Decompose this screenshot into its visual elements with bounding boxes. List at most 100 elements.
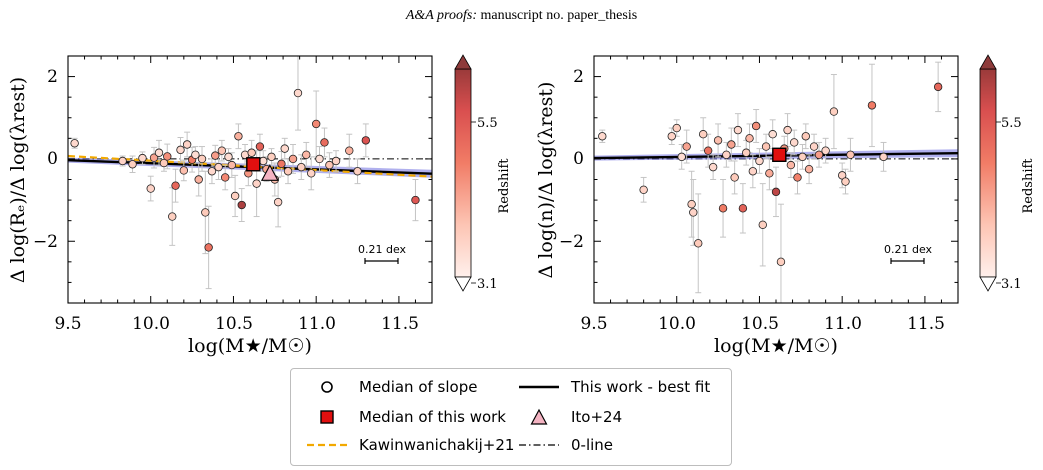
data-point bbox=[722, 150, 731, 159]
data-point bbox=[829, 107, 839, 116]
data-point bbox=[204, 243, 213, 252]
data-point bbox=[277, 159, 286, 169]
data-point bbox=[689, 208, 698, 217]
data-point bbox=[163, 152, 172, 161]
data-point bbox=[798, 152, 807, 162]
x-axis-label: log(M★/M☉) bbox=[714, 335, 838, 357]
median-work-marker bbox=[772, 147, 787, 163]
data-point bbox=[273, 197, 283, 207]
data-point bbox=[801, 132, 810, 141]
data-point bbox=[758, 220, 767, 229]
data-point bbox=[933, 82, 943, 92]
xtick-label: 11.0 bbox=[824, 314, 862, 334]
colorbar-tick-label: 3.1 bbox=[477, 277, 498, 292]
data-point bbox=[846, 150, 855, 159]
data-point bbox=[672, 123, 681, 133]
data-point bbox=[771, 187, 781, 197]
data-point bbox=[814, 150, 824, 159]
data-point bbox=[755, 156, 764, 166]
colorbar-tick-label: 5.5 bbox=[1001, 116, 1022, 131]
xtick-label: 10.5 bbox=[215, 314, 253, 334]
data-point bbox=[171, 181, 180, 190]
ytick-label: 2 bbox=[47, 67, 58, 87]
colorbar-radius: 5.5 3.1 Redshift bbox=[454, 54, 512, 292]
legend-line-dashed bbox=[307, 443, 347, 447]
data-point bbox=[128, 160, 137, 169]
data-point bbox=[70, 139, 79, 148]
data-point bbox=[639, 185, 648, 194]
data-point bbox=[247, 148, 256, 157]
data-point bbox=[411, 195, 420, 205]
data-point bbox=[288, 154, 298, 164]
panel-radius-slope: 9.5 10.0 10.5 11.0 11.5 −2 0 2 log(M★/M☉… bbox=[7, 54, 512, 357]
journal-name: A&A proofs: bbox=[405, 8, 477, 23]
colorbar-gradient bbox=[454, 68, 472, 278]
legend-label: Median of slope bbox=[359, 378, 478, 396]
data-point bbox=[320, 138, 329, 147]
data-point bbox=[118, 156, 127, 166]
data-point bbox=[325, 160, 334, 170]
legend-line-solid bbox=[519, 385, 559, 389]
data-point bbox=[302, 150, 311, 159]
ytick-label: −2 bbox=[559, 232, 584, 252]
data-point bbox=[224, 152, 233, 162]
ytick-label: 0 bbox=[573, 149, 584, 169]
data-point bbox=[237, 200, 246, 210]
data-point bbox=[879, 152, 888, 162]
data-point bbox=[293, 88, 303, 98]
data-point bbox=[841, 177, 850, 186]
data-point bbox=[149, 153, 159, 162]
data-point bbox=[146, 184, 155, 193]
data-point bbox=[768, 130, 777, 139]
data-point bbox=[194, 175, 203, 184]
data-point bbox=[154, 148, 164, 157]
legend-label: 0-line bbox=[571, 436, 614, 454]
data-point bbox=[331, 156, 341, 166]
xtick-label: 10.0 bbox=[132, 314, 170, 334]
colorbar-tick-label: 3.1 bbox=[1001, 277, 1022, 292]
plot-area-sersic bbox=[593, 55, 959, 304]
xtick-label: 9.5 bbox=[580, 314, 607, 334]
data-point bbox=[765, 169, 774, 178]
xtick-label: 11.5 bbox=[907, 314, 945, 334]
panel-sersic-slope: 9.5 10.0 10.5 11.0 11.5 −2 0 2 log(M★/M☉… bbox=[535, 54, 1036, 357]
colorbar-extend-bottom bbox=[979, 276, 997, 292]
xtick-label: 10.0 bbox=[658, 314, 696, 334]
colorbar-extend-top bbox=[979, 54, 997, 70]
data-point bbox=[713, 136, 723, 145]
data-point bbox=[742, 148, 751, 157]
data-point bbox=[315, 154, 324, 164]
scale-bar-label: 0.21 dex bbox=[884, 243, 933, 256]
data-point bbox=[783, 125, 792, 135]
legend-item-median-slope: Median of slope bbox=[305, 377, 477, 397]
data-point bbox=[176, 145, 185, 155]
data-point bbox=[730, 173, 739, 182]
legend-line-dashdot bbox=[519, 444, 559, 446]
data-point bbox=[708, 162, 718, 172]
data-point bbox=[259, 156, 268, 166]
legend-item-kawinwanichakij: Kawinwanichakij+21 bbox=[305, 435, 514, 455]
data-point bbox=[255, 142, 265, 151]
data-point bbox=[138, 153, 147, 163]
data-point bbox=[703, 146, 713, 155]
data-point bbox=[738, 204, 748, 213]
scale-bar-label: 0.21 dex bbox=[358, 243, 407, 256]
legend-label: Kawinwanichakij+21 bbox=[359, 436, 515, 454]
xtick-label: 11.0 bbox=[298, 314, 336, 334]
ytick-label: 2 bbox=[573, 67, 584, 87]
data-point bbox=[267, 152, 276, 162]
ytick-label: −2 bbox=[33, 232, 58, 252]
data-point bbox=[159, 158, 169, 168]
legend-item-zero-line: 0-line bbox=[517, 435, 613, 455]
data-point bbox=[821, 146, 830, 155]
data-point bbox=[179, 166, 189, 175]
legend-marker-square bbox=[320, 410, 334, 424]
manuscript-label: manuscript no. paper_thesis bbox=[476, 8, 638, 23]
data-point bbox=[361, 136, 371, 145]
legend-item-ito: Ito+24 bbox=[517, 407, 622, 427]
data-point bbox=[168, 212, 177, 221]
data-point bbox=[682, 142, 691, 151]
data-point bbox=[699, 130, 708, 139]
data-point bbox=[687, 199, 696, 209]
median-work-marker bbox=[246, 157, 261, 172]
